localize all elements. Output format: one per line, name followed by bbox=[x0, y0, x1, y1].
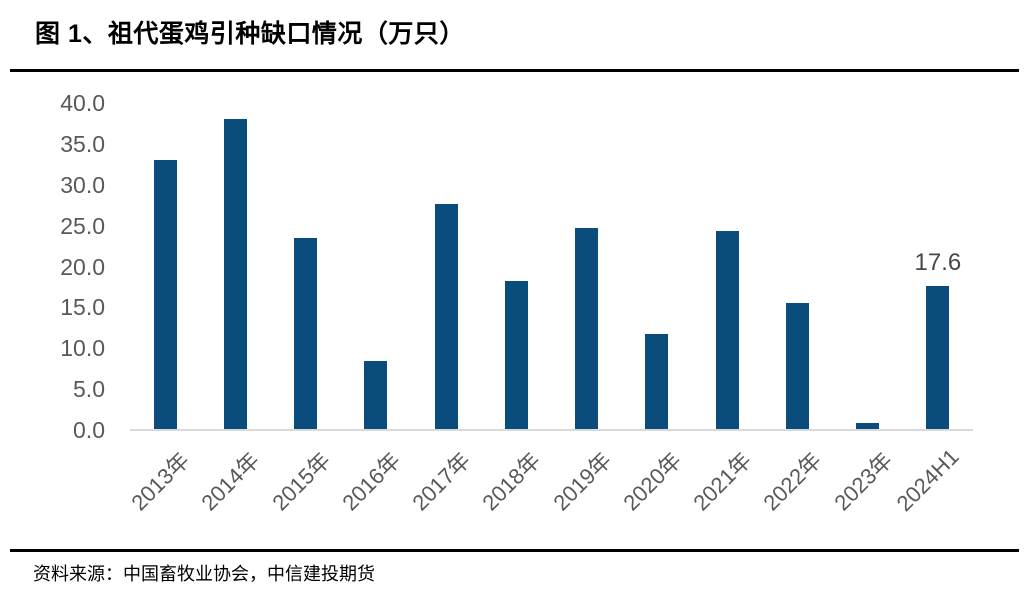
x-tick-label-2024H1: 2024H1 bbox=[891, 444, 964, 517]
bar-2023年 bbox=[856, 422, 880, 430]
x-tick-label-2023年: 2023年 bbox=[828, 447, 897, 516]
x-tick-label-2014年: 2014年 bbox=[196, 447, 265, 516]
x-tick-label-2013年: 2013年 bbox=[126, 447, 195, 516]
y-tick-label: 10.0 bbox=[60, 335, 105, 362]
x-axis-labels: 2013年 2014年 2015年 2016年 2017年 2018年 2019年 2020年… bbox=[126, 430, 973, 545]
bar-slot-2020年 bbox=[622, 103, 692, 430]
bar-2014年 bbox=[223, 119, 247, 430]
bar-2020年 bbox=[645, 334, 669, 430]
bar-slot-2021年 bbox=[692, 103, 762, 430]
source-note: 资料来源：中国畜牧业协会，中信建投期货 bbox=[33, 564, 375, 584]
y-tick-label: 0.0 bbox=[73, 417, 105, 443]
y-tick-label: 5.0 bbox=[73, 376, 105, 403]
y-tick-label: 25.0 bbox=[60, 212, 105, 239]
bar-slot-2023年 bbox=[833, 103, 903, 430]
x-tick-label-2018年: 2018年 bbox=[477, 447, 546, 516]
bar-slot-2013年 bbox=[130, 103, 200, 430]
y-tick-label: 35.0 bbox=[60, 130, 105, 157]
y-tick-label: 20.0 bbox=[60, 253, 105, 280]
y-tick-label: 30.0 bbox=[60, 171, 105, 198]
bar-2017年 bbox=[434, 204, 458, 430]
bar-2018年 bbox=[504, 281, 528, 430]
x-tick-label-2019年: 2019年 bbox=[547, 447, 616, 516]
x-tick-label-2016年: 2016年 bbox=[337, 447, 406, 516]
bar-2015年 bbox=[294, 237, 318, 430]
bar-slot-2024H1: 17.6 bbox=[903, 103, 973, 430]
plot-area: 17.6 bbox=[130, 103, 973, 430]
title-divider-line bbox=[10, 69, 1019, 72]
bar-2013年 bbox=[153, 160, 177, 430]
figure-title: 图 1、祖代蛋鸡引种缺口情况（万只） bbox=[35, 20, 465, 48]
bar-2016年 bbox=[364, 361, 388, 430]
bar-2019年 bbox=[575, 228, 599, 430]
x-tick-label-2021年: 2021年 bbox=[688, 447, 757, 516]
bar-slot-2015年 bbox=[271, 103, 341, 430]
footer-divider-line bbox=[10, 549, 1019, 552]
bar-chart: 40.0 35.0 30.0 25.0 20.0 15.0 10.0 5.0 0.0 17.6 … bbox=[60, 90, 973, 545]
x-axis-line bbox=[130, 429, 973, 431]
bar-slot-2017年 bbox=[411, 103, 481, 430]
y-tick-label: 40.0 bbox=[60, 90, 105, 116]
bar-2021年 bbox=[715, 231, 739, 430]
bar-slot-2018年 bbox=[481, 103, 551, 430]
data-label-2024H1: 17.6 bbox=[914, 249, 962, 277]
x-tick-label-2022年: 2022年 bbox=[758, 447, 827, 516]
bar-slot-2014年 bbox=[200, 103, 270, 430]
bar-slot-2022年 bbox=[762, 103, 832, 430]
x-tick-label-2017年: 2017年 bbox=[407, 447, 476, 516]
bar-slot-2016年 bbox=[341, 103, 411, 430]
x-tick-label-2020年: 2020年 bbox=[618, 447, 687, 516]
y-tick-label: 15.0 bbox=[60, 294, 105, 321]
x-tick-label-2015年: 2015年 bbox=[266, 447, 335, 516]
bar-slot-2019年 bbox=[552, 103, 622, 430]
bar-2022年 bbox=[785, 302, 809, 430]
bar-2024H1 bbox=[926, 286, 950, 430]
